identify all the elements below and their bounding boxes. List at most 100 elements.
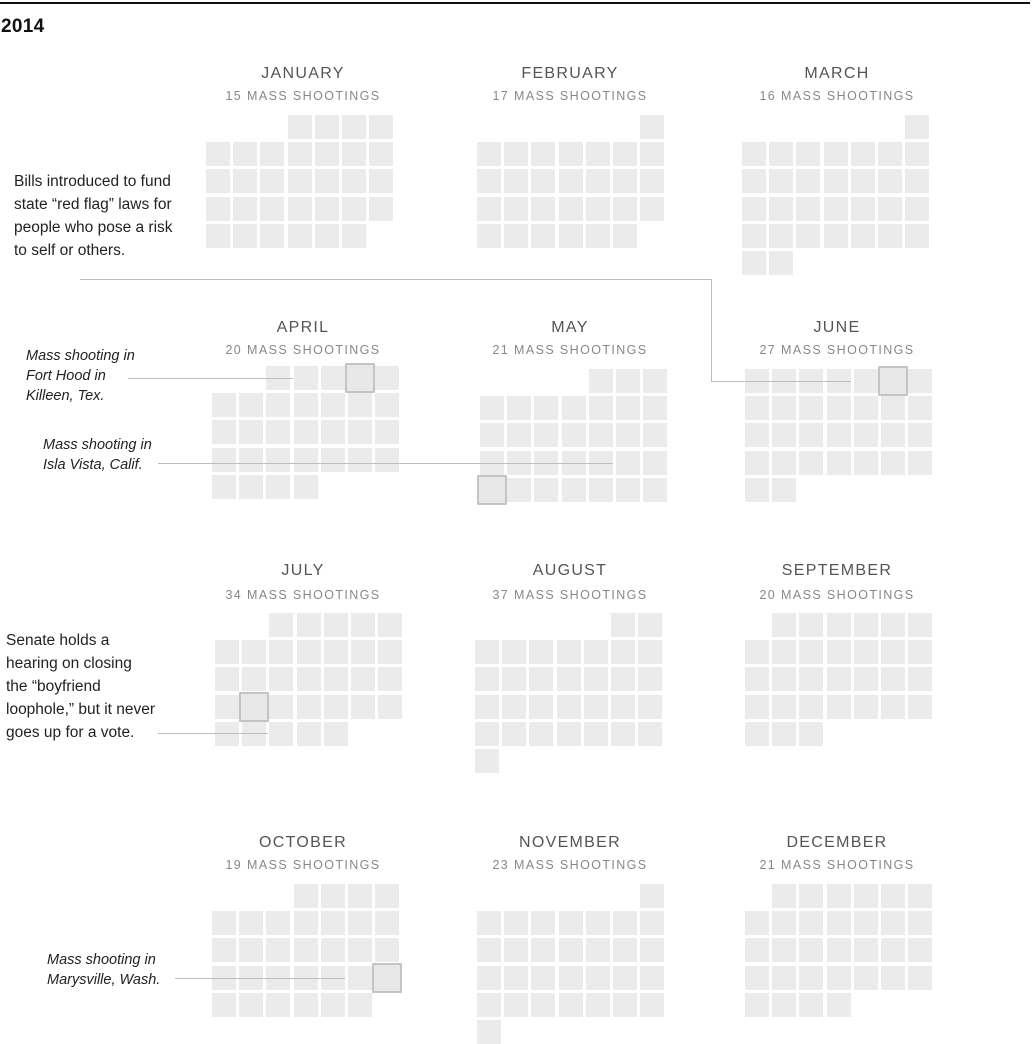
day-cell-december [881,911,905,936]
leader-line-red-flag-end [711,381,851,382]
day-cell-january [287,196,312,221]
day-cell-june [826,423,851,448]
day-cell-february [477,223,501,248]
day-cell-january [206,223,230,248]
month-title-april: APRIL [276,319,330,336]
day-cell-february [504,142,529,167]
day-cell-june [881,450,905,475]
day-cell-march [796,142,821,167]
leader-line-red-flag [80,279,712,280]
day-cell-february [585,196,610,221]
day-cell-october [212,965,236,990]
day-cell-march [850,169,875,194]
month-count-november: 23 MASS SHOOTINGS [492,858,648,872]
day-cell-november [531,938,556,963]
day-cell-october [212,911,236,936]
day-cell-june [853,369,878,393]
day-cell-june [799,450,824,475]
day-cell-october [375,911,400,936]
day-cell-september [881,694,905,719]
day-cell-may [588,423,613,448]
day-cell-september [745,721,769,746]
day-cell-may [616,396,640,421]
leader-line-isla-vista [158,463,613,464]
day-cell-january [342,223,366,248]
day-cell-august [583,667,608,692]
day-cell-november [640,965,665,990]
day-cell-may [616,369,640,393]
day-cell-june [772,396,797,421]
day-cell-february [477,169,501,194]
month-title-november: NOVEMBER [519,834,621,851]
day-cell-june [853,450,878,475]
day-cell-may [534,396,559,421]
day-cell-october [348,884,372,908]
day-cell-july [323,667,348,692]
day-cell-september [745,667,769,692]
day-cell-january [314,142,339,167]
day-cell-december [826,965,851,990]
day-cell-june [853,423,878,448]
day-cell-july [296,640,321,665]
day-cell-december [853,938,878,963]
day-cell-may [480,396,504,421]
day-cell-september [772,640,797,665]
day-cell-november [613,938,637,963]
day-cell-november [477,911,501,936]
month-count-april: 20 MASS SHOOTINGS [225,343,381,357]
day-cell-december [799,938,824,963]
day-cell-november [558,965,583,990]
day-cell-may [480,423,504,448]
month-count-may: 21 MASS SHOOTINGS [492,343,648,357]
day-cell-march [769,196,794,221]
day-cell-april [348,420,372,445]
month-count-august: 37 MASS SHOOTINGS [492,588,648,602]
day-cell-august [556,667,581,692]
day-cell-february [477,142,501,167]
day-cell-april [375,447,400,472]
day-cell-august [638,613,663,637]
day-cell-march [742,169,766,194]
day-cell-june [799,423,824,448]
day-cell-july [323,721,348,746]
day-cell-april [293,447,318,472]
day-cell-september [826,667,851,692]
day-cell-february [640,196,665,221]
day-cell-august [529,667,554,692]
day-cell-august [611,721,635,746]
day-cell-january [287,142,312,167]
day-cell-march [878,142,902,167]
day-cell-february [558,169,583,194]
day-cell-july [296,667,321,692]
month-title-may: MAY [551,319,589,336]
day-cell-october [293,884,318,908]
day-cell-october [320,884,345,908]
day-cell-november [640,992,665,1017]
day-cell-july [351,613,375,637]
day-cell-october [212,992,236,1017]
day-cell-august [502,721,527,746]
day-cell-september [745,640,769,665]
day-cell-october [239,992,264,1017]
month-count-july: 34 MASS SHOOTINGS [225,588,381,602]
day-cell-february [640,142,665,167]
day-cell-july [296,721,321,746]
day-cell-march [850,223,875,248]
day-cell-july [296,613,321,637]
day-cell-march [850,142,875,167]
day-cell-april [212,420,236,445]
day-cell-april [293,393,318,418]
day-cell-december [799,884,824,908]
month-count-october: 19 MASS SHOOTINGS [225,858,381,872]
day-cell-february [613,142,637,167]
day-cell-march [905,169,930,194]
day-cell-august [611,667,635,692]
day-cell-may [507,450,532,475]
day-cell-may [588,396,613,421]
day-cell-july [378,613,403,637]
month-title-january: JANUARY [261,65,345,82]
day-cell-december [908,965,933,990]
day-cell-january [342,142,366,167]
day-cell-april [212,474,236,499]
day-cell-april [293,474,318,499]
